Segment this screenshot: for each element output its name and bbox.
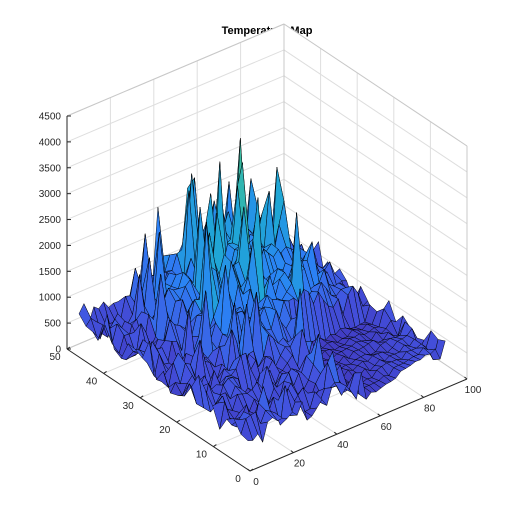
x-tick-mark xyxy=(333,431,338,435)
pane-edge xyxy=(283,23,468,147)
z-tick-label: 1500 xyxy=(39,267,62,278)
surface-plot xyxy=(78,138,446,443)
y-tick-mark xyxy=(139,395,144,399)
x-tick-label: 40 xyxy=(337,440,349,451)
grid-line-z-back xyxy=(66,49,285,143)
y-tick-label: 0 xyxy=(235,474,241,485)
grid-line-z-side xyxy=(283,101,468,225)
x-tick-label: 20 xyxy=(294,459,306,470)
grid-line-z-back xyxy=(66,127,285,221)
x-tick-label: 80 xyxy=(424,403,436,414)
y-tick-mark xyxy=(103,370,107,374)
grid-line-z-back xyxy=(66,152,285,246)
side-pane xyxy=(284,24,467,379)
x-tick-label: 0 xyxy=(253,477,259,488)
x-tick-mark xyxy=(377,413,381,417)
z-tick-label: 4000 xyxy=(39,137,62,148)
y-tick-label: 50 xyxy=(49,352,61,363)
x-tick-mark xyxy=(290,450,294,453)
z-tick-label: 0 xyxy=(55,345,61,356)
grid-line-z-side xyxy=(283,152,468,276)
y-tick-mark xyxy=(213,444,217,448)
x-tick-mark xyxy=(420,395,424,398)
y-tick-label: 30 xyxy=(123,401,135,412)
y-axis-line xyxy=(66,348,251,472)
x-tick-mark xyxy=(247,468,251,472)
grid-line-z-side xyxy=(283,178,468,302)
x-tick-mark xyxy=(464,376,468,380)
z-tick-label: 2500 xyxy=(39,215,62,226)
z-tick-label: 3500 xyxy=(39,163,62,174)
z-tick-label: 4500 xyxy=(39,112,62,123)
x-tick-label: 100 xyxy=(465,385,482,396)
x-axis-line xyxy=(249,378,468,472)
grid-line-z-back xyxy=(66,178,285,272)
grid-line-z-side xyxy=(283,127,468,251)
z-tick-label: 500 xyxy=(44,319,61,330)
axis-ticks: 0204060801000102030405005001000150020002… xyxy=(39,112,482,489)
z-tick-label: 1000 xyxy=(39,293,62,304)
grid-line-z-back xyxy=(66,101,285,195)
surface-face xyxy=(240,418,254,441)
y-tick-label: 10 xyxy=(196,450,208,461)
y-tick-label: 20 xyxy=(159,425,171,436)
grid-line-z-side xyxy=(283,204,468,328)
y-tick-mark xyxy=(249,468,254,472)
grid-line-z-side xyxy=(283,49,468,173)
y-tick-label: 40 xyxy=(86,376,98,387)
y-tick-mark xyxy=(176,419,181,423)
grid-line-z-side xyxy=(283,75,468,199)
z-tick-label: 3000 xyxy=(39,189,62,200)
x-tick-label: 60 xyxy=(381,422,393,433)
grid-line-z-back xyxy=(66,75,285,169)
pane-edge xyxy=(66,23,285,117)
z-tick-label: 2000 xyxy=(39,241,62,252)
